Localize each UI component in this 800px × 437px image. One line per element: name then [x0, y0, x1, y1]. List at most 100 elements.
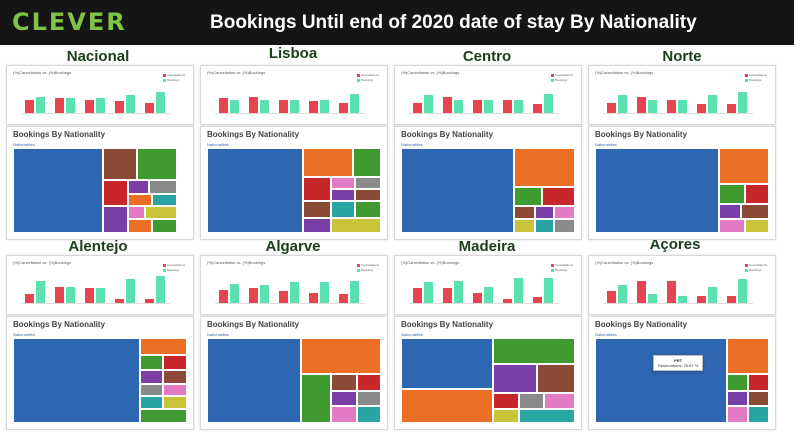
treemap-cell[interactable] — [727, 338, 769, 374]
treemap-panel-centro[interactable]: Bookings By Nationality Nationalities — [394, 126, 582, 240]
treemap-cell[interactable] — [127, 193, 153, 206]
treemap-cell[interactable] — [534, 205, 555, 220]
treemap-cell[interactable] — [595, 148, 719, 233]
bar-chart-panel-alentejo[interactable]: (%)Cancellation vs. (%)Bookings Cancellat… — [6, 255, 194, 315]
treemap-cell[interactable] — [748, 373, 769, 391]
treemap-cell[interactable] — [718, 148, 769, 184]
treemap-panel-alentejo[interactable]: Bookings By Nationality Nationalities — [6, 316, 194, 430]
treemap-cell[interactable] — [493, 408, 520, 423]
treemap-cell[interactable] — [514, 187, 542, 206]
treemap-panel-lisboa[interactable]: Bookings By Nationality Nationalities — [200, 126, 388, 240]
treemap-cell[interactable] — [514, 219, 535, 233]
bar-chart-panel-algarve[interactable]: (%)Cancellation vs. (%)Bookings Cancellat… — [200, 255, 388, 315]
treemap-cell[interactable] — [140, 370, 163, 384]
treemap-cell[interactable] — [536, 363, 575, 394]
treemap-cell[interactable] — [207, 338, 301, 423]
treemap-cell[interactable] — [140, 383, 163, 396]
treemap-cell[interactable] — [514, 148, 575, 188]
treemap-cell[interactable] — [330, 390, 357, 406]
treemap-cell[interactable] — [302, 217, 331, 233]
treemap-cell[interactable] — [741, 204, 769, 220]
treemap-cell[interactable] — [162, 383, 187, 396]
treemap-cell[interactable] — [727, 390, 749, 406]
treemap-panel-nacional[interactable]: Bookings By Nationality Nationalities — [6, 126, 194, 240]
treemap-cell[interactable] — [162, 370, 187, 384]
treemap-cell[interactable] — [330, 217, 381, 233]
treemap-cell[interactable] — [514, 205, 535, 220]
bar-chart-panel-acores[interactable]: (%)Cancellation vs. (%)Bookings Cancellat… — [588, 255, 776, 315]
treemap-cell[interactable] — [330, 176, 355, 189]
bar-chart-panel-norte[interactable]: (%)Cancellation vs. (%)Bookings Cancellat… — [588, 65, 776, 125]
treemap-cell[interactable] — [103, 148, 137, 181]
treemap-cell[interactable] — [744, 183, 769, 205]
treemap-cell[interactable] — [519, 408, 575, 423]
treemap-cell[interactable] — [152, 219, 177, 233]
treemap-cell[interactable] — [543, 393, 575, 409]
treemap-cell[interactable] — [103, 180, 128, 206]
treemap-cell[interactable] — [493, 393, 520, 409]
treemap-cell[interactable] — [300, 373, 331, 423]
legend-label: Bookings — [360, 268, 374, 272]
treemap-cell[interactable] — [534, 219, 555, 233]
bar-chart-panel-nacional[interactable]: (%)Cancellation vs. (%)Bookings Cancellat… — [6, 65, 194, 125]
treemap-cell[interactable] — [145, 205, 177, 220]
treemap-cell[interactable] — [744, 219, 769, 233]
treemap-cell[interactable] — [162, 355, 187, 371]
treemap-cell[interactable] — [127, 205, 146, 220]
treemap-cell[interactable] — [103, 205, 128, 233]
treemap-panel-acores[interactable]: Bookings By Nationality Nationalities PRT R… — [588, 316, 776, 430]
treemap-cell[interactable] — [356, 406, 381, 423]
treemap-cell[interactable] — [302, 148, 354, 177]
treemap-cell[interactable] — [148, 180, 177, 194]
treemap-cell[interactable] — [519, 393, 544, 409]
bar-chart-panel-lisboa[interactable]: (%)Cancellation vs. (%)Bookings Cancellat… — [200, 65, 388, 125]
treemap-cell[interactable] — [401, 338, 494, 389]
treemap-panel-algarve[interactable]: Bookings By Nationality Nationalities — [200, 316, 388, 430]
treemap-cell[interactable] — [302, 176, 331, 201]
treemap-cell[interactable] — [162, 395, 187, 410]
bar-chart-panel-madeira[interactable]: (%)Cancellation vs. (%)Bookings Cancellat… — [394, 255, 582, 315]
treemap-panel-norte[interactable]: Bookings By Nationality Nationalities — [588, 126, 776, 240]
treemap-cell[interactable] — [748, 406, 769, 423]
treemap-cell[interactable] — [354, 200, 381, 218]
treemap-cell[interactable] — [748, 390, 769, 406]
treemap-cell[interactable] — [354, 188, 381, 201]
treemap-cell[interactable] — [140, 338, 187, 355]
treemap-cell[interactable] — [300, 338, 381, 374]
treemap-cell[interactable] — [207, 148, 303, 233]
treemap-cell[interactable] — [354, 176, 381, 189]
treemap-cell[interactable] — [140, 355, 163, 371]
treemap-cell[interactable] — [140, 395, 163, 410]
treemap-cell[interactable] — [136, 148, 177, 181]
treemap-cell[interactable] — [13, 338, 141, 423]
treemap-cell[interactable] — [330, 200, 355, 218]
treemap-cell[interactable] — [554, 205, 575, 220]
treemap-cell[interactable] — [152, 193, 177, 206]
treemap-cell[interactable] — [493, 363, 537, 394]
treemap-cell[interactable] — [356, 373, 381, 391]
treemap-cell[interactable] — [727, 373, 749, 391]
treemap-cell[interactable] — [727, 406, 749, 423]
treemap-cell[interactable] — [401, 148, 515, 233]
treemap-cell[interactable] — [718, 219, 745, 233]
treemap-cell[interactable] — [554, 219, 575, 233]
treemap-cell[interactable] — [302, 200, 331, 218]
treemap-cell[interactable] — [356, 390, 381, 406]
treemap-cell[interactable] — [541, 187, 575, 206]
treemap-cell[interactable] — [353, 148, 381, 177]
treemap-cell[interactable] — [127, 219, 153, 233]
treemap-cell[interactable] — [401, 389, 494, 423]
treemap-cell[interactable] — [493, 338, 575, 364]
treemap-cell[interactable] — [718, 183, 745, 205]
treemap-cell[interactable] — [718, 204, 742, 220]
treemap-panel-madeira[interactable]: Bookings By Nationality Nationalities — [394, 316, 582, 430]
treemap-cell[interactable] — [140, 409, 187, 423]
treemap-cell[interactable] — [595, 338, 728, 423]
treemap-cell[interactable] — [330, 406, 357, 423]
bar-plot-area — [603, 83, 753, 114]
treemap-cell[interactable] — [127, 180, 149, 194]
treemap-cell[interactable] — [13, 148, 104, 233]
treemap-cell[interactable] — [330, 373, 357, 391]
treemap-cell[interactable] — [330, 188, 355, 201]
bar-chart-panel-centro[interactable]: (%)Cancellation vs. (%)Bookings Cancellat… — [394, 65, 582, 125]
